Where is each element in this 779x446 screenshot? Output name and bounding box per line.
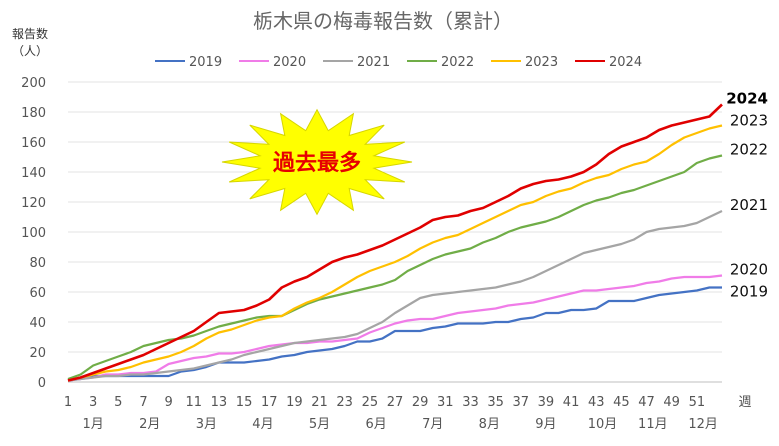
month-label: 9月 — [535, 417, 556, 432]
x-tick-label: 51 — [689, 395, 706, 410]
x-tick-label: 27 — [387, 395, 404, 410]
x-tick-label: 33 — [462, 395, 479, 410]
x-tick-label: 29 — [412, 395, 429, 410]
x-tick-label: 13 — [211, 395, 228, 410]
x-tick-label: 15 — [236, 395, 253, 410]
x-tick-label: 5 — [114, 395, 122, 410]
legend-label-2020: 2020 — [273, 55, 306, 70]
legend-label-2021: 2021 — [357, 55, 390, 70]
series-line-2023 — [67, 124, 723, 382]
month-label: 11月 — [638, 417, 668, 432]
y-axis-label-line2: （人） — [12, 44, 48, 58]
series-line-2020 — [67, 274, 723, 382]
y-tick-label: 180 — [21, 106, 46, 121]
y-tick-label: 0 — [38, 376, 46, 391]
y-tick-label: 140 — [21, 166, 46, 181]
end-label-2023: 2023 — [730, 112, 768, 130]
series-end-labels: 2024 2023 2022 2021 2020 2019 — [726, 90, 768, 301]
y-tick-label: 40 — [29, 316, 46, 331]
legend-label-2023: 2023 — [525, 55, 558, 70]
month-label: 7月 — [422, 417, 443, 432]
x-tick-label: 7 — [139, 395, 147, 410]
month-label: 1月 — [83, 417, 104, 432]
end-label-2021: 2021 — [730, 196, 768, 214]
x-tick-label: 43 — [588, 395, 605, 410]
x-tick-label: 35 — [487, 395, 504, 410]
x-tick-label: 25 — [362, 395, 379, 410]
y-tick-label: 160 — [21, 136, 46, 151]
x-tick-label: 23 — [336, 395, 353, 410]
series-line-2024 — [67, 103, 723, 382]
month-label: 3月 — [196, 417, 217, 432]
legend: 2019 2020 2021 2022 2023 2024 — [155, 55, 642, 70]
x-tick-label: 1 — [64, 395, 72, 410]
series-line-2021 — [67, 210, 723, 382]
month-label: 6月 — [365, 417, 386, 432]
y-axis-label-line1: 報告数 — [12, 26, 48, 41]
x-tick-label: 3 — [89, 395, 97, 410]
month-label: 12月 — [688, 417, 718, 432]
end-label-2024: 2024 — [726, 90, 768, 108]
x-tick-label: 9 — [164, 395, 172, 410]
y-tick-label: 100 — [21, 226, 46, 241]
month-label: 5月 — [309, 417, 330, 432]
end-label-2019: 2019 — [730, 283, 768, 301]
y-tick-label: 120 — [21, 196, 46, 211]
y-tick-label: 200 — [21, 76, 46, 91]
month-label: 2月 — [139, 417, 160, 432]
annotation-text: 過去最多 — [273, 150, 361, 176]
x-tick-label: 39 — [538, 395, 555, 410]
y-tick-label: 20 — [29, 346, 46, 361]
month-label: 10月 — [588, 417, 618, 432]
x-tick-label: 49 — [663, 395, 680, 410]
month-label: 8月 — [479, 417, 500, 432]
y-tick-label: 80 — [29, 256, 46, 271]
end-label-2020: 2020 — [730, 261, 768, 279]
x-axis-ticks: 1 3 5 7 9 11 13 15 17 19 21 23 25 27 29 31 33 35 37 39 41 43 4… — [64, 395, 705, 410]
series-lines — [67, 103, 723, 382]
series-line-2019 — [67, 286, 722, 382]
legend-label-2022: 2022 — [441, 55, 474, 70]
x-tick-label: 21 — [311, 395, 328, 410]
x-tick-label: 41 — [563, 395, 580, 410]
legend-label-2019: 2019 — [189, 55, 222, 70]
legend-label-2024: 2024 — [609, 55, 642, 70]
x-tick-label: 19 — [286, 395, 303, 410]
month-labels: 1月 2月 3月 4月 5月 6月 7月 8月 9月 10月 11月 12月 — [83, 417, 718, 432]
x-tick-label: 37 — [512, 395, 529, 410]
x-tick-label: 31 — [437, 395, 454, 410]
x-axis-label: 週 — [738, 395, 751, 410]
x-tick-label: 11 — [185, 395, 202, 410]
x-tick-label: 47 — [638, 395, 655, 410]
month-label: 4月 — [252, 417, 273, 432]
end-label-2022: 2022 — [730, 141, 768, 159]
starburst-shape — [221, 108, 413, 216]
annotation-burst: 過去最多 — [221, 108, 413, 216]
grid: 0 20 40 60 80 100 120 140 160 180 200 — [21, 76, 722, 391]
chart-title: 栃木県の梅毒報告数（累計） — [253, 9, 513, 33]
x-tick-label: 17 — [261, 395, 278, 410]
x-tick-label: 45 — [613, 395, 630, 410]
y-tick-label: 60 — [29, 286, 46, 301]
